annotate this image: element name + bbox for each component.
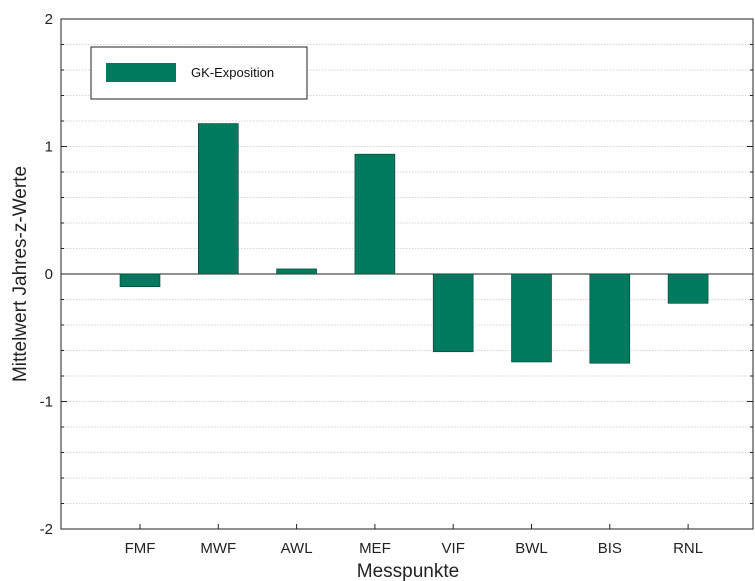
legend-label: GK-Exposition [191,65,274,80]
x-tick-label: BWL [515,540,548,557]
bar-fmf [119,273,161,288]
bar-vif [432,273,474,353]
x-tick-label: MWF [200,540,236,557]
bar-bis [589,273,631,364]
x-tick-label: RNL [673,540,703,557]
y-tick-label: -2 [40,521,53,538]
legend: GK-Exposition [90,46,308,100]
x-axis-ticks: FMF MWF AWL MEF VIF BWL BIS RNL [125,524,703,557]
y-tick-label: 2 [45,11,53,28]
bar-rnl [667,273,709,304]
x-tick-label: BIS [598,540,622,557]
y-tick-label: 1 [45,139,53,156]
x-tick-label: AWL [281,540,313,557]
x-axis-title: Messpunkte [357,561,459,581]
y-axis-ticks: -2 -1 0 1 2 [40,11,753,538]
y-tick-label: 0 [45,266,53,283]
bars [119,123,709,364]
bar-awl [276,268,317,275]
x-tick-label: VIF [442,540,465,557]
bar-mef [354,153,396,275]
bar-mwf [198,123,239,275]
y-tick-label: -1 [40,394,53,411]
legend-swatch [106,63,176,82]
y-axis-title: Mittelwert Jahres-z-Werte [10,166,31,382]
x-tick-label: MEF [359,540,391,557]
bar-bwl [511,273,552,363]
x-tick-label: FMF [125,540,156,557]
grid [61,44,753,504]
